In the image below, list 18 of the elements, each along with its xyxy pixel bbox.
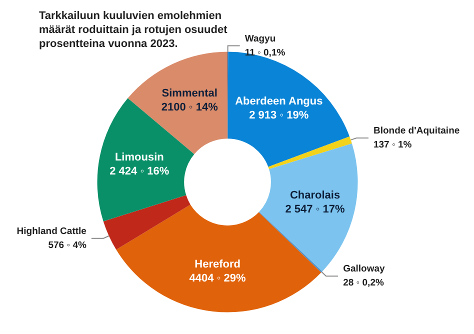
slice-label: Highland Cattle (16, 226, 86, 237)
slice-label: Hereford (194, 258, 240, 270)
data-label: 2 913 ◦ 19% (249, 109, 309, 122)
slice-label: Charolais (290, 189, 340, 202)
data-label: 4404 ◦ 29% (189, 272, 246, 284)
data-label: 2 547 ◦ 17% (285, 203, 346, 216)
data-label: 2100 ◦ 14% (161, 102, 218, 114)
slice-label: Galloway (343, 264, 386, 275)
data-label: 28 ◦ 0,2% (343, 278, 384, 289)
slice-label: Limousin (114, 152, 164, 164)
slice-label: Wagyu (244, 33, 276, 44)
data-label: 576 ◦ 4% (48, 240, 87, 251)
data-label: 2 424 ◦ 16% (110, 166, 170, 178)
slice-label: Blonde d'Aquitaine (373, 126, 460, 137)
slice-label: Aberdeen Angus (235, 95, 323, 108)
chart-title: Tarkkailuun kuuluvien emolehmien määrät roduittain ja rotujen osuudet prosentteina vuonna 2023. (39, 10, 230, 50)
data-label: 137 ◦ 1% (373, 140, 412, 151)
slice-label: Simmental (162, 88, 218, 100)
